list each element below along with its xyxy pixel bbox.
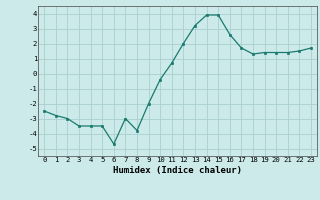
X-axis label: Humidex (Indice chaleur): Humidex (Indice chaleur) xyxy=(113,166,242,175)
